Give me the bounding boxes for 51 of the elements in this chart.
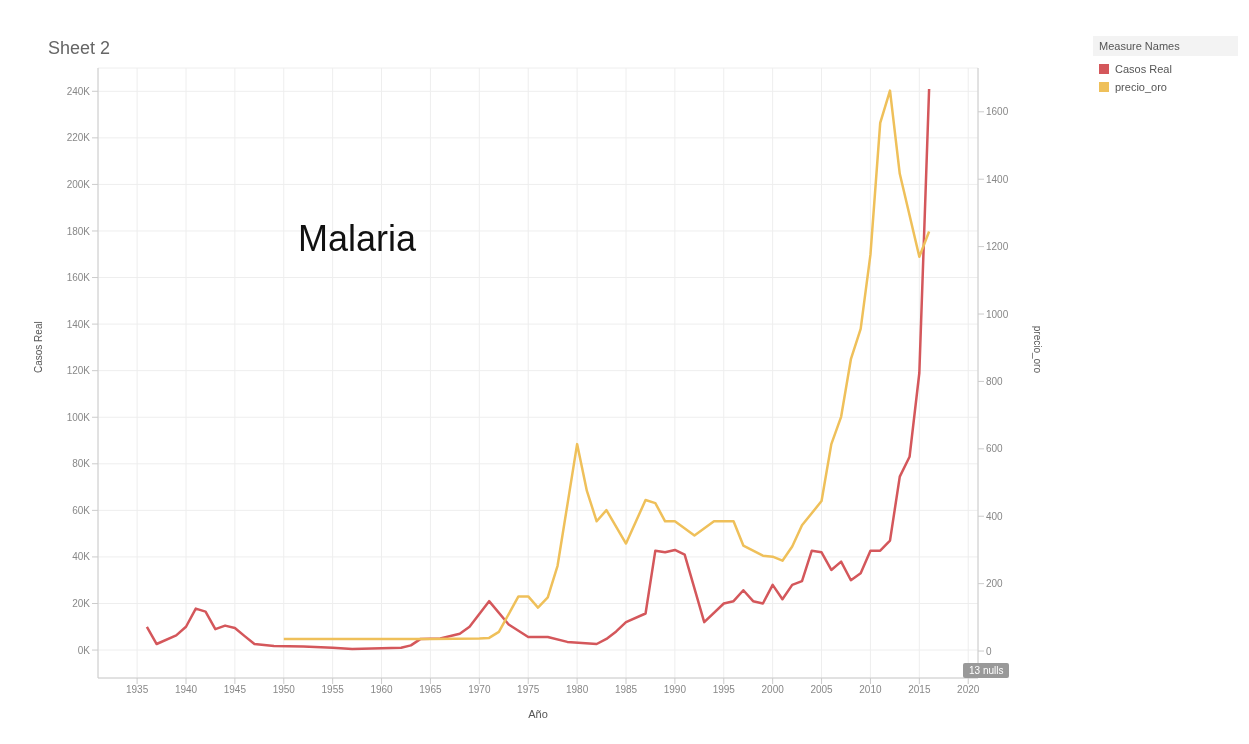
y-tick-label: 20K xyxy=(72,598,91,610)
y2-tick-label: 1600 xyxy=(986,106,1009,118)
x-tick-label: 1940 xyxy=(174,684,198,696)
y-tick-label: 220K xyxy=(66,132,91,144)
x-tick-label: 2010 xyxy=(859,684,882,696)
y2-axis-title: precio_oro xyxy=(1032,325,1044,374)
y2-tick-label: 0 xyxy=(986,645,992,657)
chart-title: Sheet 2 xyxy=(48,38,111,59)
y-tick-label: 100K xyxy=(66,411,91,423)
y2-tick-label: 400 xyxy=(986,510,1004,522)
x-tick-label: 2015 xyxy=(908,684,931,696)
y2-tick-label: 200 xyxy=(986,578,1004,590)
y-tick-label: 60K xyxy=(72,504,91,516)
y-axis-title: Casos Real xyxy=(32,321,44,373)
line-series xyxy=(145,87,931,651)
x-tick-label: 1945 xyxy=(223,684,247,696)
x-tick-label: 1980 xyxy=(565,684,589,696)
annotation: Malaria xyxy=(298,218,417,260)
x-tick-label: 1955 xyxy=(321,684,345,696)
y-tick-label: 200K xyxy=(66,178,91,190)
x-tick-label: 1960 xyxy=(370,684,394,696)
legend-label: precio_oro xyxy=(1114,80,1168,95)
x-tick-label: 2020 xyxy=(957,684,980,696)
y-tick-label: 140K xyxy=(66,318,91,330)
x-tick-label: 1935 xyxy=(125,684,149,696)
y-tick-label: 40K xyxy=(72,551,91,563)
y-tick-label: 80K xyxy=(72,458,91,470)
x-tick-label: 1975 xyxy=(517,684,540,696)
x-tick-label: 1950 xyxy=(272,684,296,696)
x-tick-label: 1985 xyxy=(614,684,638,696)
y2-tick-label: 1200 xyxy=(986,241,1009,253)
y2-tick-label: 800 xyxy=(986,375,1004,387)
x-tick-label: 2000 xyxy=(761,684,785,696)
y-tick-label: 160K xyxy=(66,272,91,284)
legend-title: Measure Names xyxy=(1093,36,1238,56)
y-tick-label: 120K xyxy=(66,365,91,377)
y2-tick-label: 1000 xyxy=(986,308,1009,320)
legend-label: Casos Real xyxy=(1114,62,1173,77)
x-tick-label: 1970 xyxy=(468,684,491,696)
y-tick-label: 240K xyxy=(66,85,91,97)
y2-tick-label: 1400 xyxy=(986,173,1009,185)
y-tick-label: 180K xyxy=(66,225,91,237)
x-axis-title: Año xyxy=(528,708,548,720)
annotation: 13 nulls xyxy=(963,663,1010,678)
line-series xyxy=(282,89,931,641)
x-tick-label: 2005 xyxy=(810,684,834,696)
x-tick-label: 1965 xyxy=(419,684,442,696)
x-tick-label: 1995 xyxy=(712,684,736,696)
x-tick-label: 1990 xyxy=(663,684,687,696)
y-tick-label: 0K xyxy=(77,644,91,656)
y2-tick-label: 600 xyxy=(986,443,1004,455)
